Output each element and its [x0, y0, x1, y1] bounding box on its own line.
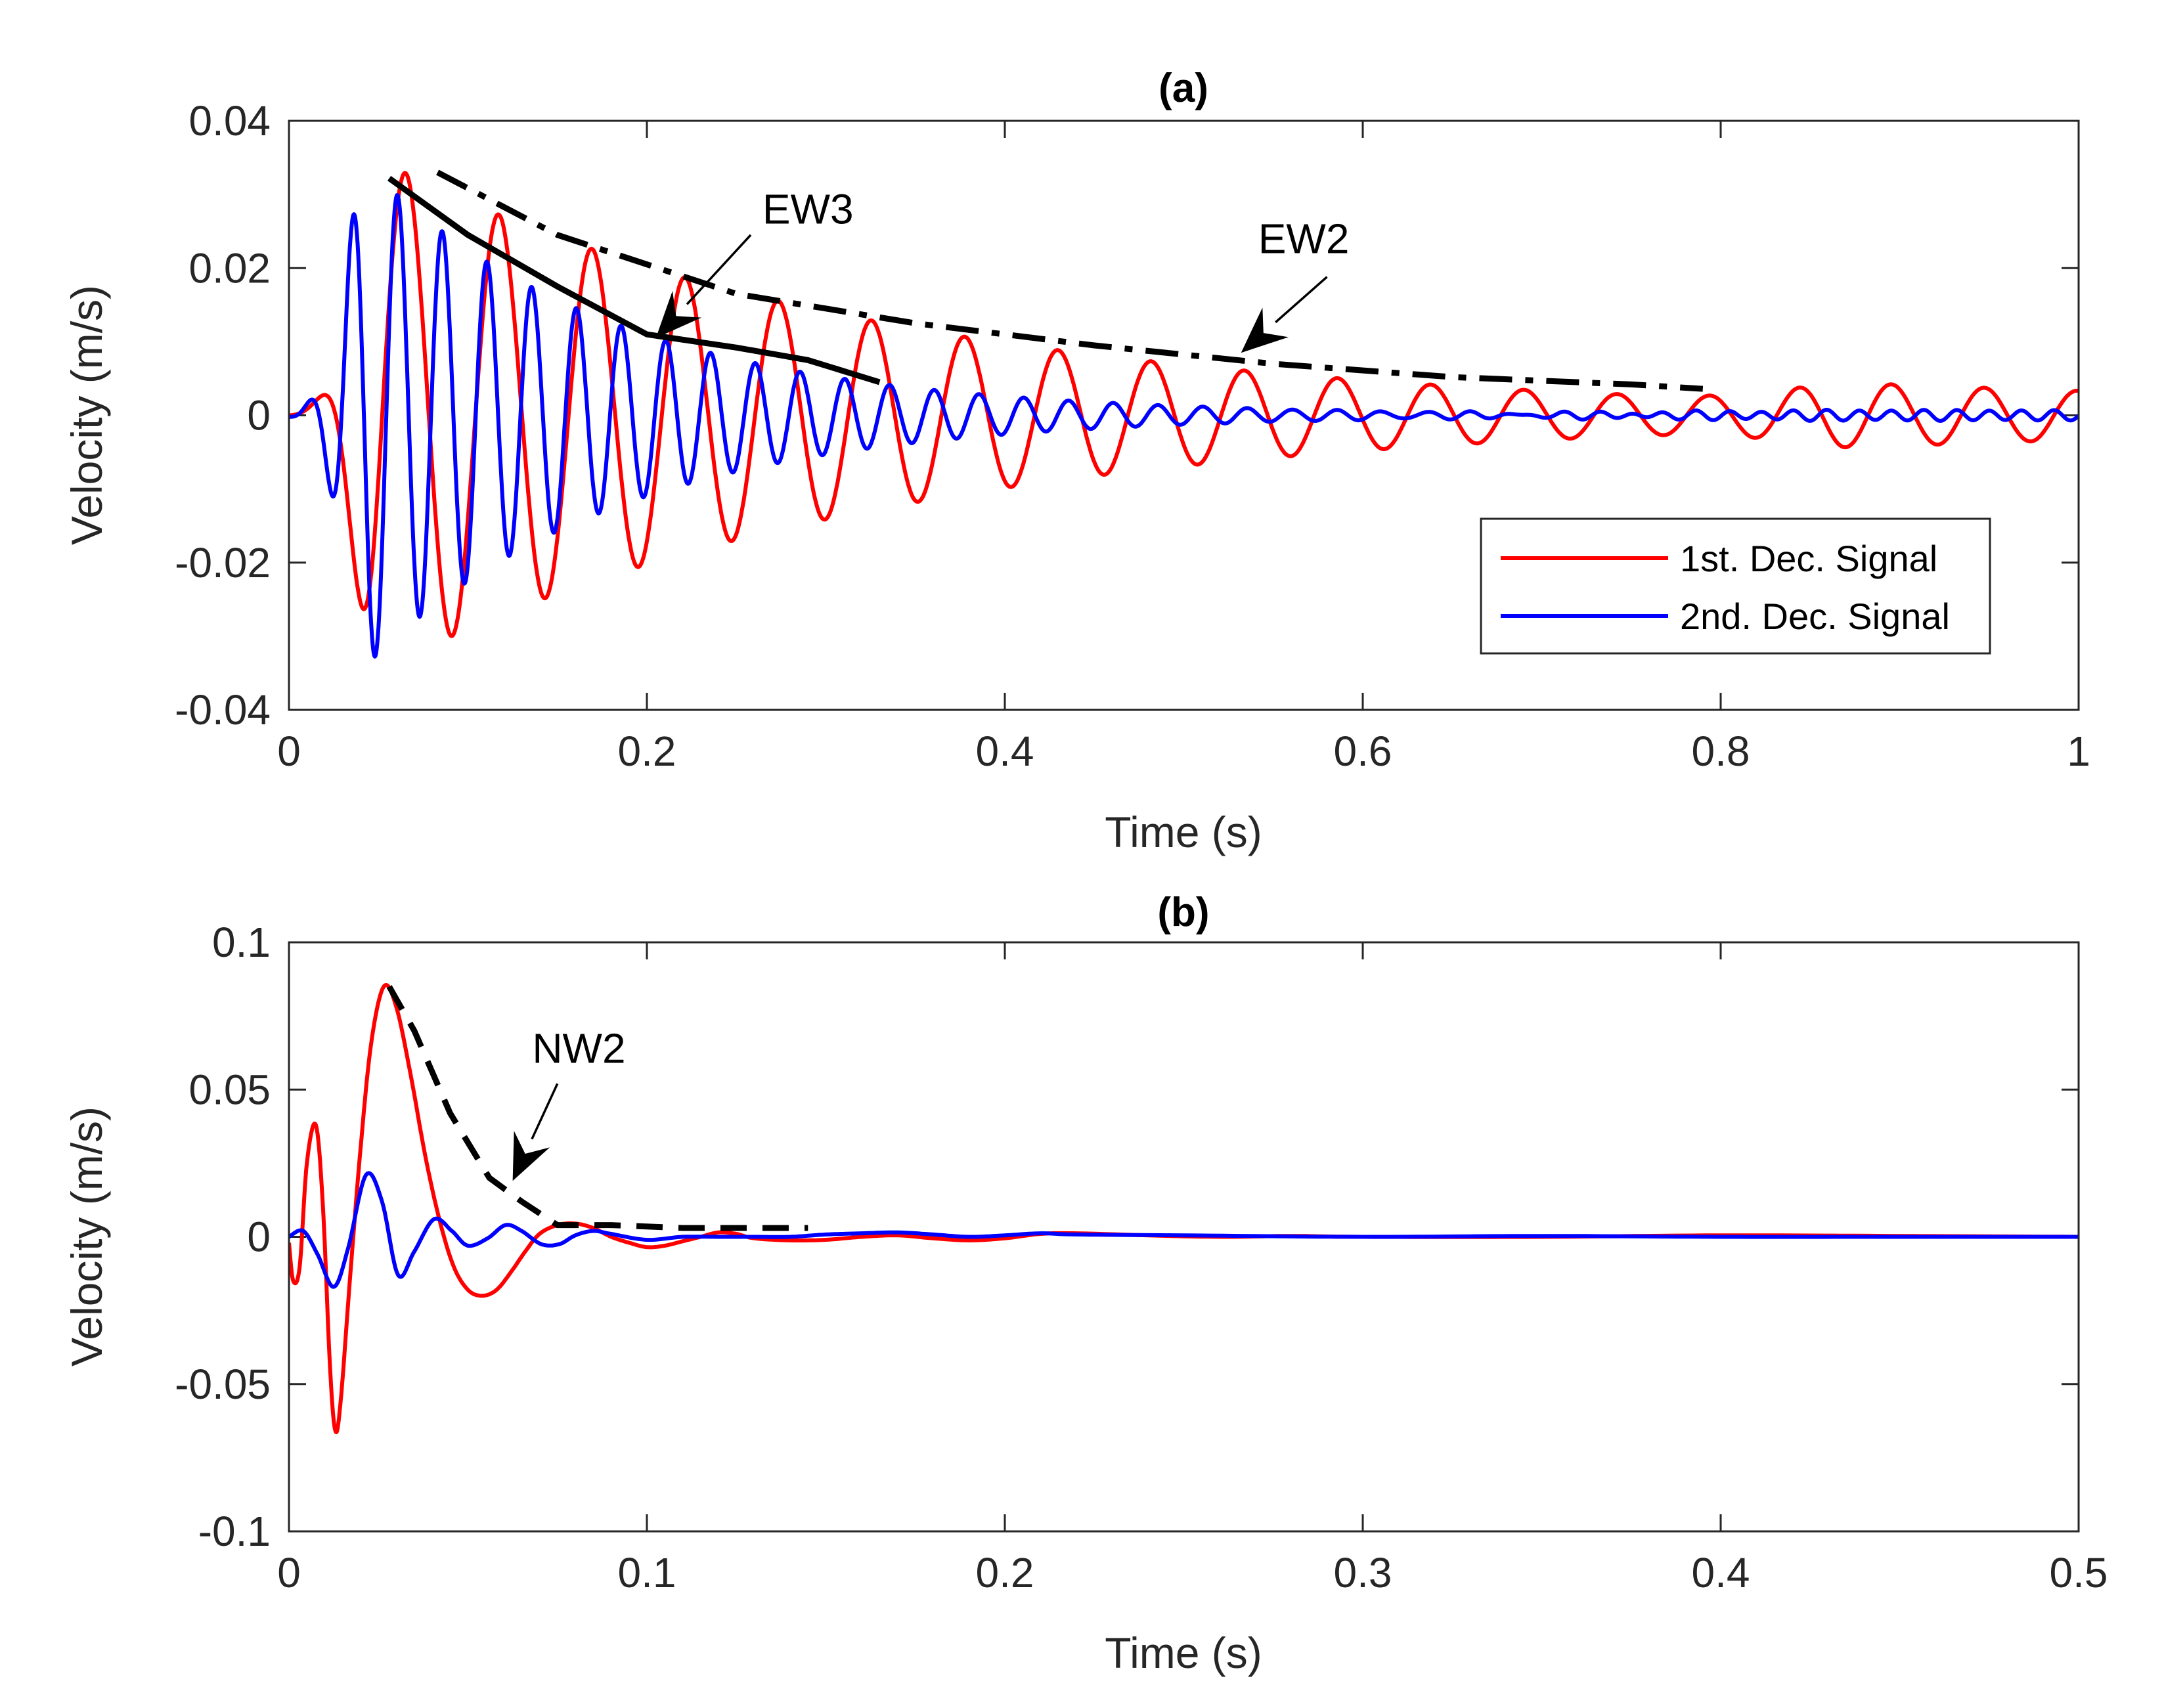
legend-box	[1480, 517, 1991, 655]
annotation-nw2-arrow-head	[512, 1131, 550, 1181]
xtick-label: 0.2	[618, 728, 676, 775]
ytick-label: 0.04	[188, 97, 271, 144]
xtick-label: 0	[277, 728, 301, 775]
panel-b-axes-box	[288, 941, 2080, 1533]
ytick-label: 0	[247, 392, 271, 439]
panel-b-ylabel: Velocity (m/s)	[62, 1106, 111, 1367]
annotation-ew2-arrow-head	[1241, 307, 1289, 353]
panel-b: (b) 0 0.1 0.2 0.3 0.4 0.5 -0.1 -0.05 0 0.05 0.1 NW…	[62, 890, 2108, 1677]
ytick-label: -0.1	[198, 1508, 271, 1555]
annotation-ew3: EW3	[655, 186, 854, 338]
annotation-ew3-label: EW3	[762, 186, 854, 233]
annotation-ew3-arrow-line	[686, 234, 752, 305]
xtick-label: 0.4	[976, 728, 1034, 775]
xtick-label: 1	[2067, 728, 2090, 775]
envelope-ew3	[387, 175, 881, 385]
panel-a-series-2nd-dec-signal	[289, 193, 2079, 659]
panel-a-ticks: 0 0.2 0.4 0.6 0.8 1 -0.04 -0.02 0 0.02 0.04	[175, 97, 2090, 775]
envelope-nw2	[386, 985, 808, 1231]
annotation-nw2: NW2	[512, 1024, 626, 1181]
legend-label-2nd-dec-signal: 2nd. Dec. Signal	[1680, 596, 1950, 637]
annotation-nw2-label: NW2	[532, 1024, 625, 1072]
ytick-label: 0	[247, 1214, 271, 1261]
panel-a-axes-box	[288, 120, 2080, 711]
ytick-label: -0.02	[175, 539, 271, 586]
xtick-label: 0.8	[1692, 728, 1750, 775]
ytick-label: -0.05	[175, 1361, 271, 1408]
legend: 1st. Dec. Signal 2nd. Dec. Signal	[1480, 517, 1991, 655]
panel-a-ylabel: Velocity (m/s)	[62, 285, 111, 545]
xtick-label: 0	[277, 1549, 301, 1596]
panel-a-xlabel: Time (s)	[1105, 808, 1262, 856]
xtick-label: 0.3	[1334, 1549, 1392, 1596]
ytick-label: -0.04	[175, 686, 271, 734]
panel-b-ticks: 0 0.1 0.2 0.3 0.4 0.5 -0.1 -0.05 0 0.05 0.1	[175, 919, 2108, 1596]
annotation-ew3-arrow-head	[655, 290, 702, 338]
panel-a-title: (a)	[1159, 66, 1208, 111]
annotation-ew2-arrow-line	[1275, 276, 1328, 324]
panel-b-xlabel: Time (s)	[1105, 1629, 1262, 1677]
ytick-label: 0.1	[212, 919, 271, 966]
panel-b-title: (b)	[1157, 890, 1209, 935]
panel-a: (a) 0 0.2 0.4 0.6 0.8 1 -0.04 -0.02 0 0.02 0.04 EW…	[62, 66, 2090, 856]
annotation-ew2-label: EW2	[1258, 215, 1350, 262]
envelope-ew2	[436, 169, 1704, 392]
xtick-label: 0.2	[976, 1549, 1034, 1596]
panel-b-series-2nd-dec-signal	[289, 1171, 2079, 1289]
xtick-label: 0.6	[1334, 728, 1392, 775]
annotation-ew2: EW2	[1241, 215, 1350, 353]
legend-label-1st-dec-signal: 1st. Dec. Signal	[1680, 538, 1937, 579]
ytick-label: 0.05	[188, 1066, 271, 1113]
xtick-label: 0.4	[1692, 1549, 1750, 1596]
panel-a-series-1st-dec-signal	[289, 171, 2079, 638]
ytick-label: 0.02	[188, 244, 271, 292]
xtick-label: 0.1	[618, 1549, 676, 1596]
xtick-label: 0.5	[2050, 1549, 2108, 1596]
annotation-nw2-arrow-line	[531, 1083, 559, 1140]
